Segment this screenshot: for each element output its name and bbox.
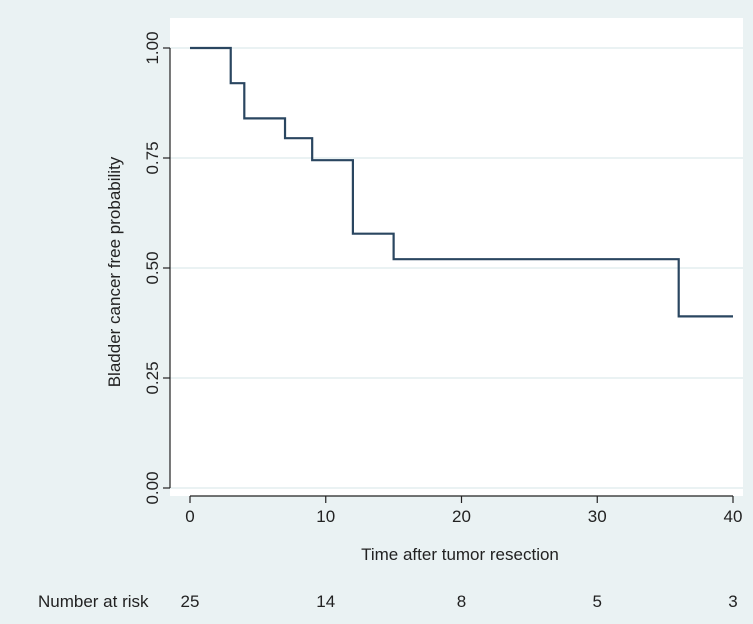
number-at-risk-value: 14 [316,592,335,611]
x-tick-label: 0 [185,507,194,526]
y-tick-label: 0.75 [143,141,162,174]
x-tick-label: 10 [316,507,335,526]
y-axis-title: Bladder cancer free probability [105,156,124,387]
number-at-risk-value: 5 [593,592,602,611]
number-at-risk-value: 8 [457,592,466,611]
number-at-risk-value: 25 [181,592,200,611]
x-tick-label: 40 [724,507,743,526]
x-tick-label: 20 [452,507,471,526]
y-tick-label: 0.50 [143,251,162,284]
y-tick-label: 1.00 [143,31,162,64]
y-tick-label: 0.00 [143,471,162,504]
x-axis-title: Time after tumor resection [361,545,559,564]
number-at-risk-value: 3 [728,592,737,611]
number-at-risk-label: Number at risk [38,592,149,611]
y-tick-label: 0.25 [143,361,162,394]
plot-area [170,18,743,496]
number-at-risk-row: 25 14 8 5 3 [181,592,738,611]
x-tick-label: 30 [588,507,607,526]
